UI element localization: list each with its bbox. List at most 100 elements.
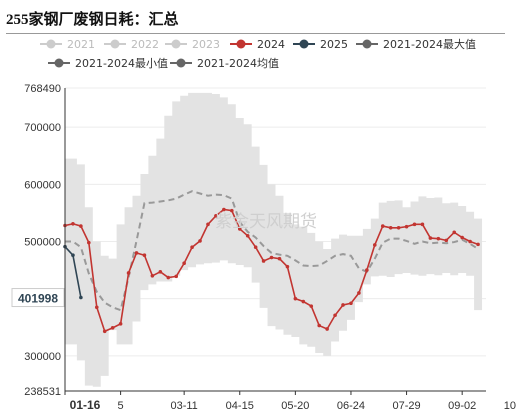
series-mean-line [65, 190, 479, 312]
y-tick-label: 768490 [24, 83, 61, 95]
x-tick-label: 06-24 [337, 400, 365, 412]
series-2024-point [79, 224, 83, 228]
series-2024-point [71, 221, 75, 226]
series-2024-point [94, 305, 99, 310]
series-2024-point [372, 243, 377, 247]
series-2024-point [325, 327, 329, 331]
series-2024-point [285, 264, 290, 269]
series-2024-point [365, 268, 369, 272]
x-tick-label: 03-11 [170, 400, 197, 412]
crosshair-label-box [11, 288, 65, 308]
series-2024-point [261, 259, 266, 263]
legend-marker [176, 58, 186, 68]
legend-label: 2021-2024均值 [197, 57, 279, 70]
x-tick-label: 05-20 [281, 400, 309, 412]
legend-marker [46, 39, 56, 49]
legend-item: 2021-2024最小值 [48, 57, 168, 70]
series-2024-point [110, 326, 115, 330]
legend-marker [110, 39, 120, 49]
series-2024-point [301, 299, 306, 304]
band-area [65, 92, 483, 387]
legend: 2021 2022 2023 2024 2025 2021-2024最大值 2021-202… [40, 37, 476, 70]
legend-item: 2021 [40, 38, 95, 51]
series-2024-point [126, 271, 131, 275]
series-2024-point [87, 240, 91, 245]
series-2024-point [309, 304, 314, 308]
min-max-band [65, 92, 483, 387]
series-2024-point [357, 291, 361, 295]
legend-marker [362, 39, 372, 49]
series-2025-point [71, 253, 75, 258]
y-tick-label: 700000 [24, 122, 61, 134]
series-2024-point [428, 236, 433, 240]
series-2024-point [380, 224, 385, 228]
series-2024-point [190, 245, 194, 250]
legend-item: 2021-2024均值 [170, 57, 279, 70]
crosshair-label: 401998 [18, 292, 58, 306]
series-2024-point [230, 208, 234, 213]
x-tick-label: 04-15 [226, 400, 254, 412]
series-2024-point [198, 239, 202, 243]
chart-title: 255家钢厂废钢日耗：汇总 [6, 12, 179, 28]
legend-label: 2021-2024最大值 [383, 37, 476, 51]
y-tick-label: 300000 [24, 351, 61, 363]
series-2024-point [150, 274, 155, 278]
series-2024-point [245, 233, 250, 238]
series-2024-point [237, 227, 242, 231]
series-2024-point [468, 239, 472, 244]
data-series [63, 207, 480, 334]
series-2024-point [476, 242, 480, 247]
legend-marker [54, 58, 64, 68]
watermark: 紫金天风期货 [215, 212, 317, 232]
x-tick-label: 01-16 [70, 398, 101, 412]
x-tick-label: 5 [118, 400, 124, 412]
legend-item: 2021-2024最大值 [356, 37, 476, 51]
legend-label: 2021-2024最小值 [75, 57, 168, 70]
legend-marker [299, 39, 309, 49]
series-2024-point [404, 224, 409, 229]
series-2024-point [253, 245, 258, 250]
series-2024-point [158, 270, 163, 274]
series-2024-point [317, 323, 321, 328]
y-tick-label: 600000 [24, 179, 61, 191]
series-2024-point [142, 253, 147, 258]
series-2024-point [293, 296, 298, 301]
legend-item: 2022 [104, 38, 159, 51]
series-2024-point [452, 230, 457, 235]
series-2024-point [222, 207, 226, 212]
axes: 2385313000004000005000006000007000007684… [11, 83, 516, 412]
series-2024-point [349, 301, 353, 306]
series-2024-point [102, 329, 107, 334]
mean-series [65, 190, 479, 312]
series-2024-point [412, 222, 417, 227]
legend-label: 2025 [320, 38, 348, 51]
series-2024-point [396, 225, 401, 230]
series-2024-point [166, 275, 171, 280]
legend-item: 2025 [293, 38, 348, 51]
series-2024-point [182, 261, 186, 266]
series-2024-point [460, 235, 464, 240]
series-2024-point [206, 222, 210, 227]
y-tick-label: 238531 [24, 386, 61, 398]
series-2024-point [134, 251, 139, 255]
series-2024-point [436, 236, 441, 241]
title-divider [6, 33, 505, 34]
legend-item: 2024 [230, 38, 285, 51]
series-2024-point [214, 213, 218, 218]
series-2024-point [420, 222, 425, 227]
series-2024-point [388, 225, 393, 230]
series-2024-point [118, 322, 123, 326]
series-2024-point [277, 256, 282, 261]
legend-label: 2022 [131, 38, 159, 51]
legend-marker [171, 39, 181, 49]
series-2025-point [79, 295, 83, 300]
legend-marker [236, 39, 246, 49]
series-2024-point [341, 303, 345, 307]
legend-label: 2024 [257, 38, 285, 51]
x-tick-label: 09-02 [448, 400, 476, 412]
y-tick-label: 500000 [24, 237, 61, 249]
series-2024-point [174, 274, 179, 279]
x-tick-label: 07-29 [392, 400, 420, 412]
legend-label: 2021 [67, 38, 95, 51]
